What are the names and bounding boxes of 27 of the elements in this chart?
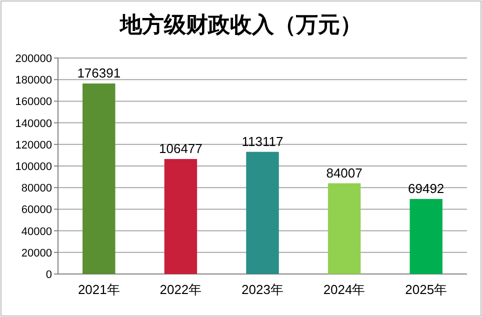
x-tick-label: 2024年 bbox=[323, 282, 366, 297]
x-tick-label: 2021年 bbox=[78, 282, 120, 297]
y-tick-label: 160000 bbox=[15, 96, 52, 108]
x-tick-label: 2022年 bbox=[160, 282, 202, 297]
data-label: 106477 bbox=[159, 141, 202, 156]
data-label: 176391 bbox=[77, 66, 121, 80]
y-tick-label: 100000 bbox=[15, 161, 52, 173]
y-tick-label: 120000 bbox=[15, 139, 52, 152]
y-tick-label: 20000 bbox=[21, 247, 52, 260]
data-label: 84007 bbox=[326, 165, 362, 180]
bar bbox=[328, 183, 361, 274]
x-tick-label: 2023年 bbox=[242, 282, 284, 297]
y-tick-label: 0 bbox=[46, 269, 52, 281]
y-tick-label: 80000 bbox=[21, 182, 52, 195]
data-label: 69492 bbox=[408, 180, 444, 196]
y-tick-label: 40000 bbox=[21, 226, 52, 238]
bar bbox=[164, 159, 198, 274]
chart-title: 地方级财政收入（万元） bbox=[119, 12, 362, 37]
data-label: 113117 bbox=[242, 134, 284, 149]
y-tick-label: 60000 bbox=[21, 204, 52, 216]
bar bbox=[410, 198, 442, 274]
bar bbox=[246, 152, 279, 274]
bar bbox=[82, 84, 116, 274]
y-tick-label: 200000 bbox=[15, 53, 52, 65]
x-tick-label: 2025年 bbox=[405, 282, 448, 297]
y-tick-label: 140000 bbox=[15, 118, 52, 130]
y-tick-label: 180000 bbox=[15, 74, 52, 87]
